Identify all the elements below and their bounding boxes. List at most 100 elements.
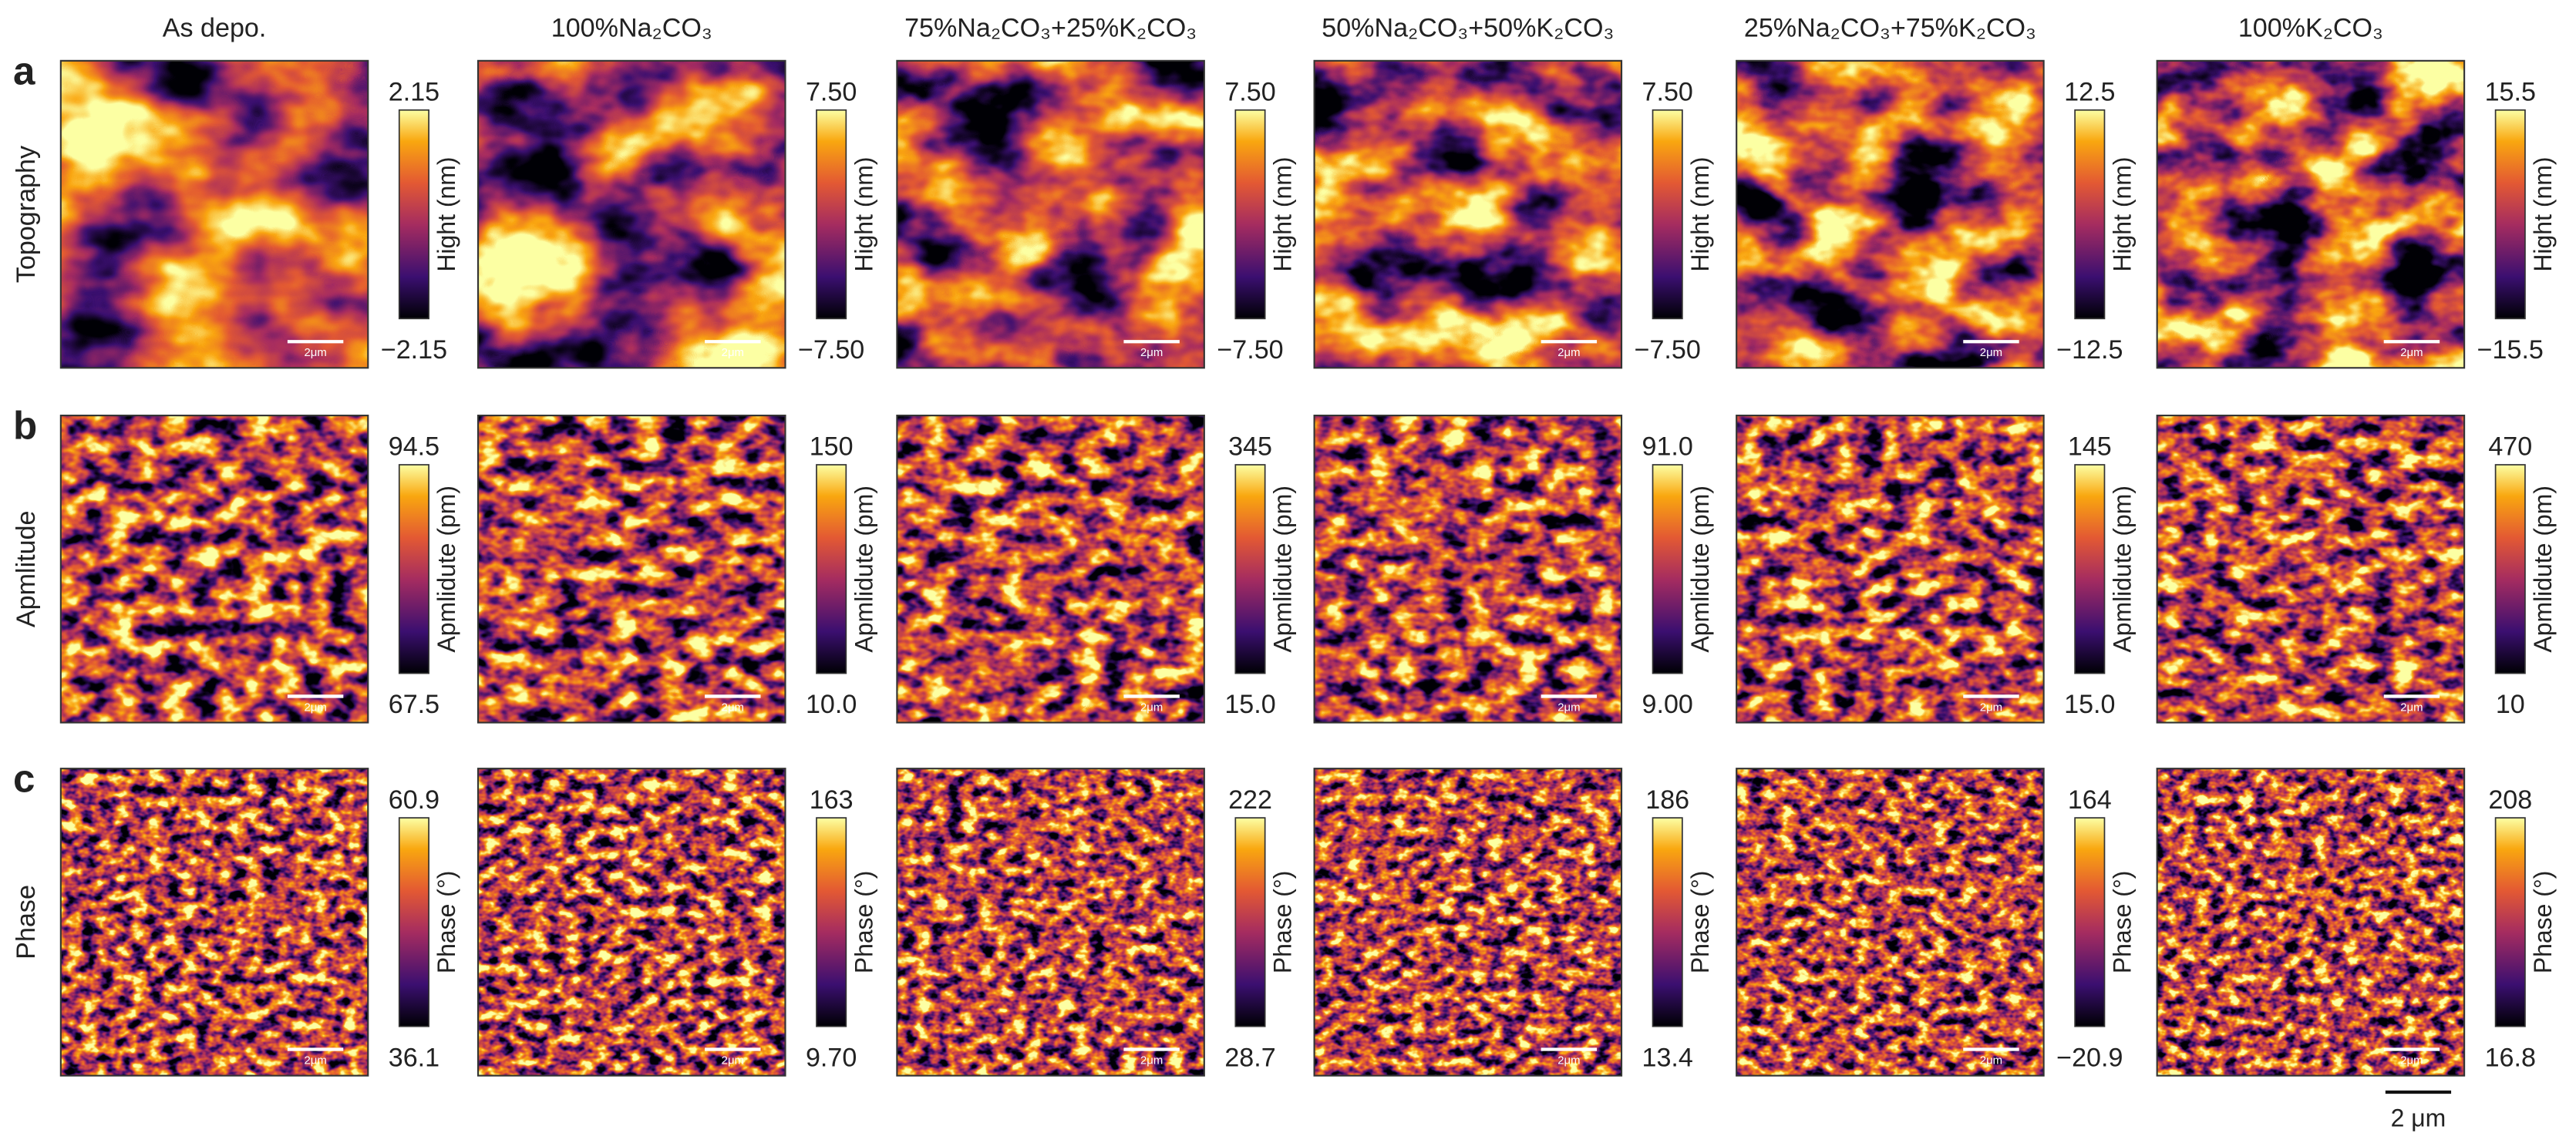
panel-scale-label: 2μm (304, 1054, 326, 1067)
image-border (2156, 59, 2466, 369)
colorbar-max: 7.50 (1642, 77, 1693, 106)
panel-scale-label: 2μm (2400, 347, 2423, 359)
colorbar (2494, 464, 2526, 674)
colorbar-min: 10.0 (806, 690, 857, 719)
colorbar-label: Phase (°) (2529, 871, 2557, 974)
colorbar-min: 9.70 (806, 1043, 857, 1072)
image-border (59, 59, 369, 369)
panel-scale-label: 2μm (2400, 701, 2423, 714)
colorbar-max: 7.50 (806, 77, 857, 106)
colorbar (816, 109, 847, 320)
afm-image (1314, 415, 1622, 723)
image-border (59, 415, 369, 724)
column-header: 50%Na₂CO₃+50%K₂CO₃ (1322, 13, 1614, 42)
afm-image (60, 768, 369, 1076)
colorbar (2074, 109, 2106, 320)
colorbar-max: 163 (810, 785, 854, 815)
afm-image (1736, 415, 2044, 723)
colorbar-min: −15.5 (2477, 335, 2544, 365)
colorbar-min: −20.9 (2056, 1043, 2123, 1072)
colorbar-max: 145 (2068, 432, 2112, 462)
colorbar-label: Phase (°) (1686, 871, 1714, 974)
image-border (1313, 768, 1623, 1077)
colorbar-max: 7.50 (1224, 77, 1275, 106)
afm-image (897, 60, 1204, 368)
colorbar-max: 345 (1228, 432, 1272, 462)
column-header: 75%Na₂CO₃+25%K₂CO₃ (904, 13, 1197, 42)
colorbar-max: 208 (2488, 785, 2532, 815)
afm-image (1314, 60, 1622, 368)
colorbar (816, 817, 847, 1027)
image-border (59, 768, 369, 1077)
column-header: 100%Na₂CO₃ (551, 13, 712, 42)
panel-scale-label: 2μm (722, 1054, 744, 1067)
colorbar (1652, 109, 1683, 320)
image-border (2156, 768, 2466, 1077)
panel-scale-label: 2μm (1557, 347, 1580, 359)
panel-scale-label: 2μm (722, 347, 744, 359)
colorbar (1234, 817, 1266, 1027)
colorbar (398, 109, 429, 320)
afm-image (2157, 415, 2465, 723)
colorbar (2494, 109, 2526, 320)
row-letter: a (13, 49, 35, 92)
colorbar (816, 464, 847, 674)
colorbar-label: Hight (nm) (2108, 156, 2136, 271)
colorbar-label: Apmlidute (pm) (433, 486, 460, 653)
panel-scale-label: 2μm (1140, 1054, 1163, 1067)
colorbar-max: 222 (1228, 785, 1272, 815)
afm-image (478, 768, 786, 1076)
colorbar-label: Apmlidute (pm) (1686, 486, 1714, 653)
colorbar-max: 150 (810, 432, 854, 462)
image-border (1736, 415, 2045, 724)
colorbar-label: Apmlidute (pm) (1269, 486, 1297, 653)
colorbar-label: Phase (°) (2108, 871, 2136, 974)
colorbar-min: 15.0 (1224, 690, 1275, 719)
colorbar-max: 12.5 (2064, 77, 2115, 106)
panel-scale-label: 2μm (1980, 347, 2002, 359)
colorbar-label: Apmlidute (pm) (850, 486, 877, 653)
image-border (1313, 415, 1623, 724)
panel-scale-label: 2μm (304, 347, 326, 359)
panel-scale-label: 2μm (2400, 1054, 2423, 1067)
image-border (1736, 768, 2045, 1077)
colorbar (1234, 109, 1266, 320)
image-border (476, 59, 786, 369)
row-letter: c (13, 757, 35, 801)
colorbar-min: 36.1 (389, 1043, 439, 1072)
colorbar-label: Hight (nm) (850, 156, 877, 271)
colorbar-label: Hight (nm) (2529, 156, 2557, 271)
column-header: As depo. (163, 13, 267, 42)
colorbar-min: 13.4 (1642, 1043, 1693, 1072)
image-border (1313, 59, 1623, 369)
panel-scale-label: 2μm (1980, 1054, 2002, 1067)
colorbar-min: −7.50 (798, 335, 864, 365)
colorbar-max: 60.9 (389, 785, 439, 815)
colorbar-label: Hight (nm) (1269, 156, 1297, 271)
panel-scale-label: 2μm (1980, 701, 2002, 714)
colorbar-min: −7.50 (1217, 335, 1283, 365)
colorbar-max: 94.5 (389, 432, 439, 462)
colorbar-label: Hight (nm) (1686, 156, 1714, 271)
colorbar-label: Apmlidute (pm) (2108, 486, 2136, 653)
afm-image (60, 60, 369, 368)
colorbar-min: 9.00 (1642, 690, 1693, 719)
row-label: Apmlitude (12, 511, 41, 628)
panel-scale-label: 2μm (304, 701, 326, 714)
colorbar-label: Phase (°) (433, 871, 460, 974)
colorbar (2074, 464, 2106, 674)
colorbar-label: Phase (°) (850, 871, 877, 974)
afm-image (897, 768, 1204, 1076)
colorbar (1652, 464, 1683, 674)
colorbar-min: 16.8 (2485, 1043, 2536, 1072)
image-border (896, 768, 1205, 1077)
colorbar-max: 91.0 (1642, 432, 1693, 462)
colorbar-min: 28.7 (1224, 1043, 1275, 1072)
scale-bar-label: 2 μm (2391, 1104, 2446, 1132)
image-border (476, 415, 786, 724)
image-border (896, 59, 1205, 369)
afm-image (478, 415, 786, 723)
row-label: Topography (12, 146, 41, 283)
